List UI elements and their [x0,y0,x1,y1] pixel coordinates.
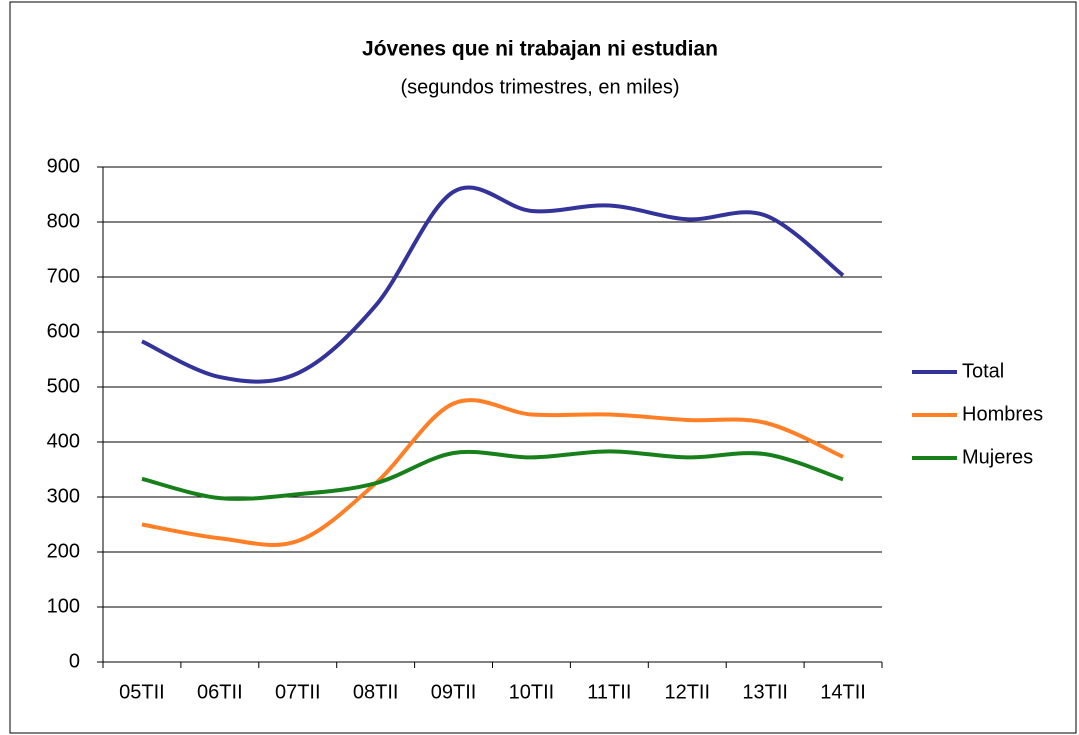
x-tick-label: 10TII [509,681,555,703]
legend-label: Total [962,360,1004,382]
y-tick-label: 400 [47,430,80,452]
legend-label: Hombres [962,403,1043,425]
y-tick-label: 300 [47,485,80,507]
x-tick-label: 05TII [119,681,165,703]
y-tick-label: 500 [47,375,80,397]
x-tick-label: 11TII [587,681,631,703]
series-line [141,185,845,384]
x-tick-label: 09TII [431,681,477,703]
y-tick-label: 800 [47,210,80,232]
series-line [141,398,844,547]
x-tick-label: 06TII [197,681,243,703]
x-tick-label: 12TII [664,681,710,703]
x-tick-label: 07TII [275,681,321,703]
y-tick-label: 900 [47,155,80,177]
chart-subtitle: (segundos trimestres, en miles) [401,76,680,98]
x-tick-label: 08TII [353,681,399,703]
y-tick-label: 0 [69,650,80,672]
y-tick-label: 100 [47,595,80,617]
y-tick-label: 700 [47,265,80,287]
x-tick-label: 13TII [742,681,788,703]
chart-frame [9,1,1077,734]
chart-title: Jóvenes que ni trabajan ni estudian [362,38,718,61]
x-tick-label: 14TII [820,681,866,703]
series-line [141,449,844,501]
y-tick-label: 200 [47,540,80,562]
legend-label: Mujeres [962,446,1033,468]
y-tick-label: 600 [47,320,80,342]
